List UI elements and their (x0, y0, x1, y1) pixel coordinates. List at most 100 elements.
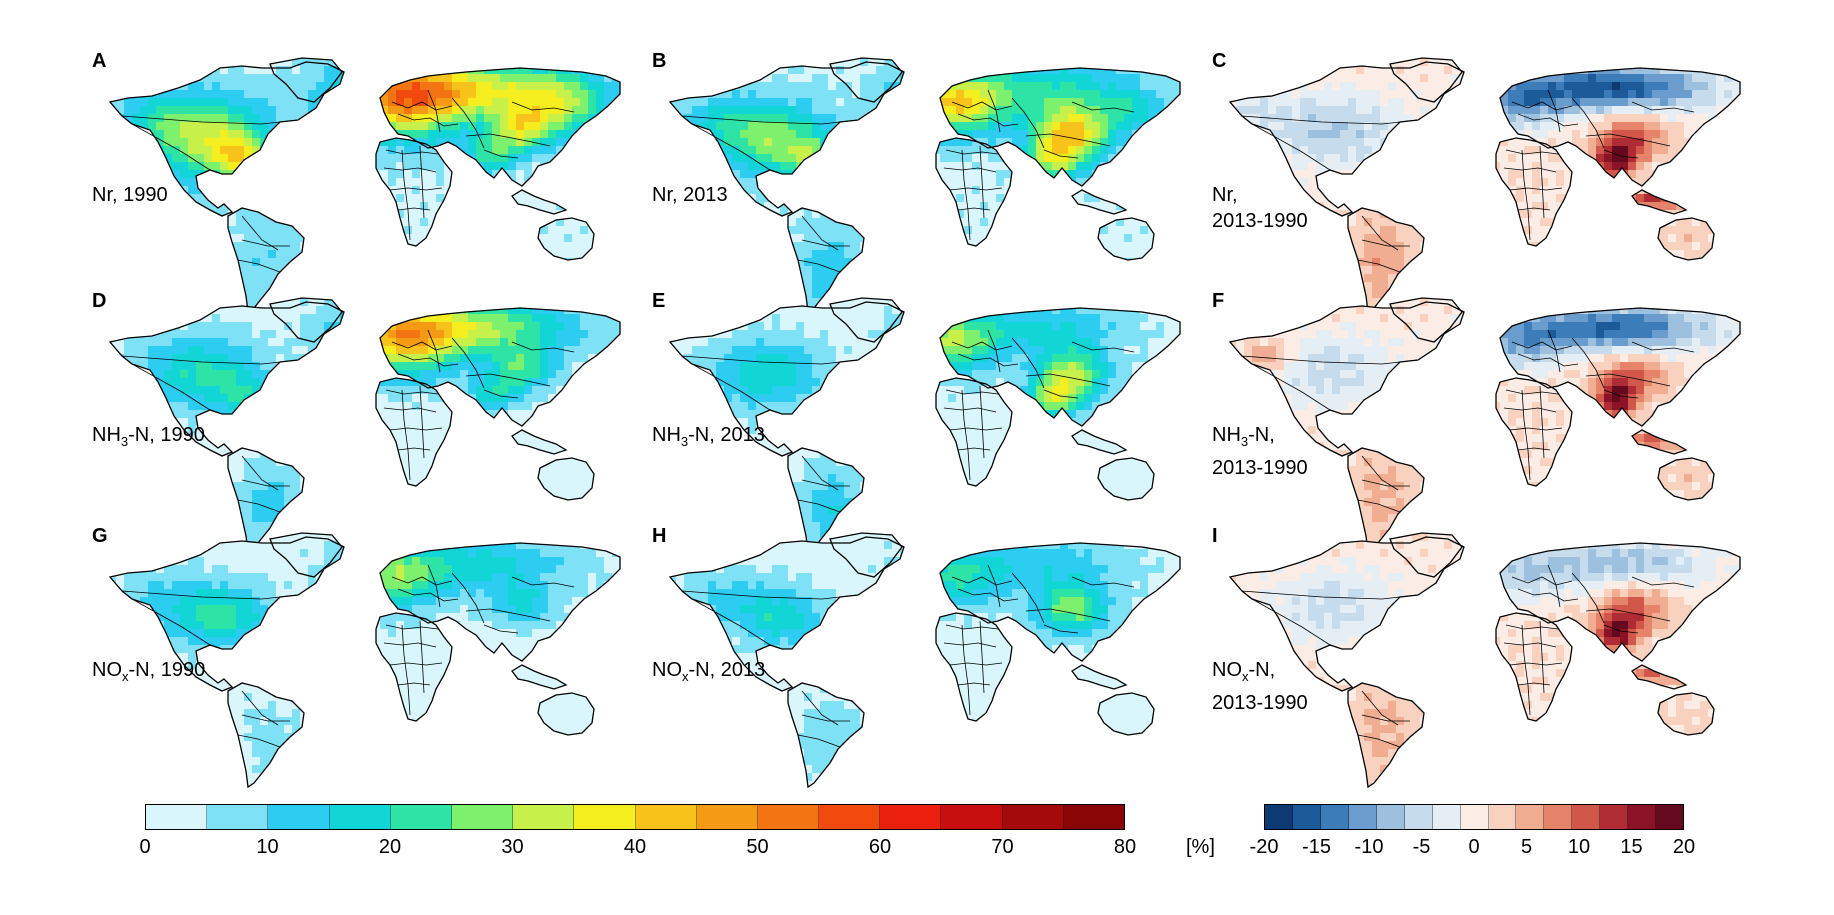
country-border (241, 690, 279, 726)
data-raster (110, 58, 620, 312)
colorbar-segment (1432, 805, 1461, 829)
colorbar-segment (819, 805, 881, 829)
coastline-australia (537, 692, 595, 736)
country-border (1025, 373, 1111, 387)
country-border (987, 89, 1001, 133)
country-border (383, 642, 437, 648)
colorbar-segment (1002, 805, 1064, 829)
country-border (1509, 662, 1563, 666)
country-border (131, 598, 211, 646)
map-panel-g: G NOx-N, 1990 (92, 525, 622, 789)
panel-label-subscript: 3 (1241, 434, 1248, 449)
coastline-africa (1495, 612, 1573, 722)
country-border (979, 620, 985, 694)
country-border (951, 101, 1013, 111)
colorbar-tick-label: 30 (501, 836, 523, 859)
country-border (1571, 337, 1605, 389)
panel-label-main: Nr, 1990 (92, 184, 168, 206)
panel-label-main: NH (652, 424, 681, 446)
country-border (1251, 363, 1331, 411)
country-border (391, 341, 453, 351)
world-map (108, 57, 621, 314)
colorbar-segment (880, 805, 942, 829)
country-border (483, 624, 519, 634)
coastline-australia (1657, 692, 1715, 736)
coastline-australia (1097, 692, 1155, 736)
country-border (397, 207, 431, 211)
panel-label-main: Nr, (1212, 184, 1238, 206)
country-border (1603, 149, 1639, 159)
country-border (1631, 101, 1695, 113)
colorbar-tick-label: 15 (1620, 836, 1642, 859)
panel-label-main: NH (1212, 424, 1241, 446)
map-panel-a: A Nr, 1990 (92, 50, 622, 314)
country-border (1361, 690, 1399, 726)
country-border (987, 564, 1001, 608)
country-border (1521, 624, 1531, 716)
panel-letter: I (1212, 525, 1218, 548)
country-border (1571, 572, 1605, 624)
panel-label-subscript: x (682, 669, 689, 684)
panel-label-subscript: 3 (121, 434, 128, 449)
country-border (1357, 734, 1401, 748)
colorbar-tick-label: 0 (1468, 836, 1479, 859)
panel-label-rest: -N, 1990 (128, 424, 205, 446)
country-border (979, 385, 985, 459)
colorbar-unit-label: [%] (1186, 836, 1215, 859)
colorbar-tick-label: -10 (1355, 836, 1384, 859)
coastline-eurasia (939, 67, 1181, 187)
colorbar-segment (1348, 805, 1377, 829)
panel-label-subscript: x (1242, 669, 1249, 684)
country-border (1585, 373, 1671, 387)
colorbar-tick-label: 50 (746, 836, 768, 859)
coastline-northAmerica (1228, 536, 1465, 692)
country-border (1011, 97, 1045, 149)
coastline-eurasia (1499, 542, 1741, 662)
country-border (801, 239, 850, 247)
colorbar-segment (1544, 805, 1573, 829)
country-border (797, 734, 841, 748)
country-border (511, 341, 575, 353)
coastline-africa (935, 377, 1013, 487)
coastline-northAmerica (1228, 301, 1465, 457)
country-border (419, 620, 425, 694)
coastline-eurasia (379, 67, 621, 187)
colorbar-tick-label: 5 (1521, 836, 1532, 859)
country-border (945, 624, 999, 630)
country-border (1071, 576, 1135, 588)
country-border (427, 564, 441, 608)
panel-label-main: NO (1212, 659, 1242, 681)
panel-label-period: 2013-1990 (1212, 692, 1308, 714)
country-border (945, 389, 999, 395)
coastline-indonesia (1071, 189, 1128, 215)
colorbar-tick-label: -5 (1413, 836, 1431, 859)
country-border (797, 499, 841, 513)
world-map (668, 57, 1181, 314)
country-border (801, 479, 850, 487)
world-map (108, 297, 621, 554)
colorbar-segment (1376, 805, 1405, 829)
colorbar-tick-label: 0 (139, 836, 150, 859)
colorbar-segment (1292, 805, 1321, 829)
country-border (391, 576, 453, 586)
colorbar-tick-label: 20 (379, 836, 401, 859)
data-raster (670, 58, 1180, 312)
country-border (1509, 187, 1563, 191)
country-border (1043, 624, 1079, 634)
panel-label: NOx-N, 1990 (92, 657, 205, 690)
country-border (1361, 714, 1410, 722)
country-border (397, 353, 459, 367)
coastline-indonesia (511, 429, 568, 455)
coastline-indonesia (1631, 664, 1688, 690)
country-border (945, 149, 999, 155)
country-border (1241, 115, 1419, 125)
country-border (1043, 149, 1079, 159)
country-border (1071, 341, 1135, 353)
colorbar-segment (1572, 805, 1601, 829)
country-border (389, 427, 443, 431)
country-border (1517, 447, 1551, 451)
map-panel-h: H NOx-N, 2013 (652, 525, 1182, 789)
coastline-northAmerica (108, 536, 345, 692)
coastline-northAmerica (668, 536, 905, 692)
country-border (121, 590, 299, 600)
